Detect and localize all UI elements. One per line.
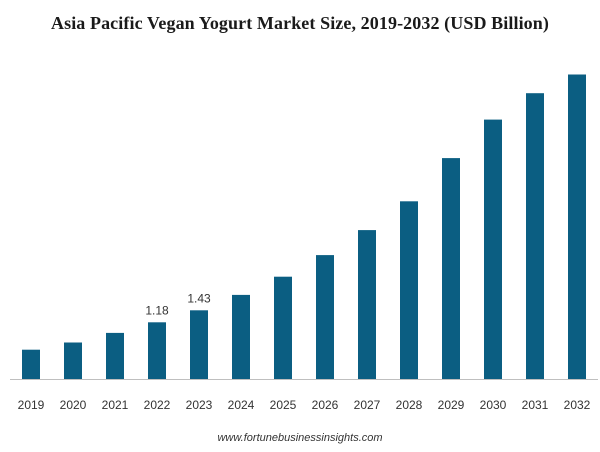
- bar-2019: [22, 349, 40, 379]
- x-tick-label-2019: 2019: [18, 398, 45, 412]
- bar-2026: [316, 255, 334, 379]
- x-tick-label-2025: 2025: [270, 398, 297, 412]
- x-tick-label-2029: 2029: [438, 398, 465, 412]
- data-labels: 1.18 1.43: [145, 291, 211, 317]
- bar-2024: [232, 294, 250, 379]
- x-tick-label-2021: 2021: [102, 398, 129, 412]
- bar-2027: [358, 230, 376, 379]
- x-tick-label-2031: 2031: [522, 398, 549, 412]
- data-label-2022: 1.18: [145, 303, 169, 317]
- bar-2032: [568, 74, 586, 379]
- x-tick-label-2024: 2024: [228, 398, 255, 412]
- x-tick-label-2026: 2026: [312, 398, 339, 412]
- bar-2029: [442, 158, 460, 379]
- x-tick-labels: 2019 2020 2021 2022 2023 2024 2025 2026 2027 2028…: [18, 398, 591, 412]
- bar-2028: [400, 201, 418, 379]
- bar-2030: [484, 119, 502, 379]
- bar-2031: [526, 93, 544, 379]
- data-label-2023: 1.43: [187, 291, 211, 305]
- bar-2022: [148, 322, 166, 379]
- bar-2023: [190, 310, 208, 379]
- x-tick-label-2027: 2027: [354, 398, 381, 412]
- bar-2025: [274, 276, 292, 379]
- x-tick-label-2023: 2023: [186, 398, 213, 412]
- bar-2020: [64, 342, 82, 379]
- x-tick-label-2030: 2030: [480, 398, 507, 412]
- chart-title: Asia Pacific Vegan Yogurt Market Size, 2…: [50, 13, 549, 33]
- source-note: www.fortunebusinessinsights.com: [217, 432, 383, 444]
- bar-2021: [106, 332, 124, 379]
- bars-layer: [22, 74, 586, 379]
- x-tick-label-2032: 2032: [564, 398, 591, 412]
- x-tick-label-2028: 2028: [396, 398, 423, 412]
- x-tick-label-2020: 2020: [60, 398, 87, 412]
- x-tick-label-2022: 2022: [144, 398, 171, 412]
